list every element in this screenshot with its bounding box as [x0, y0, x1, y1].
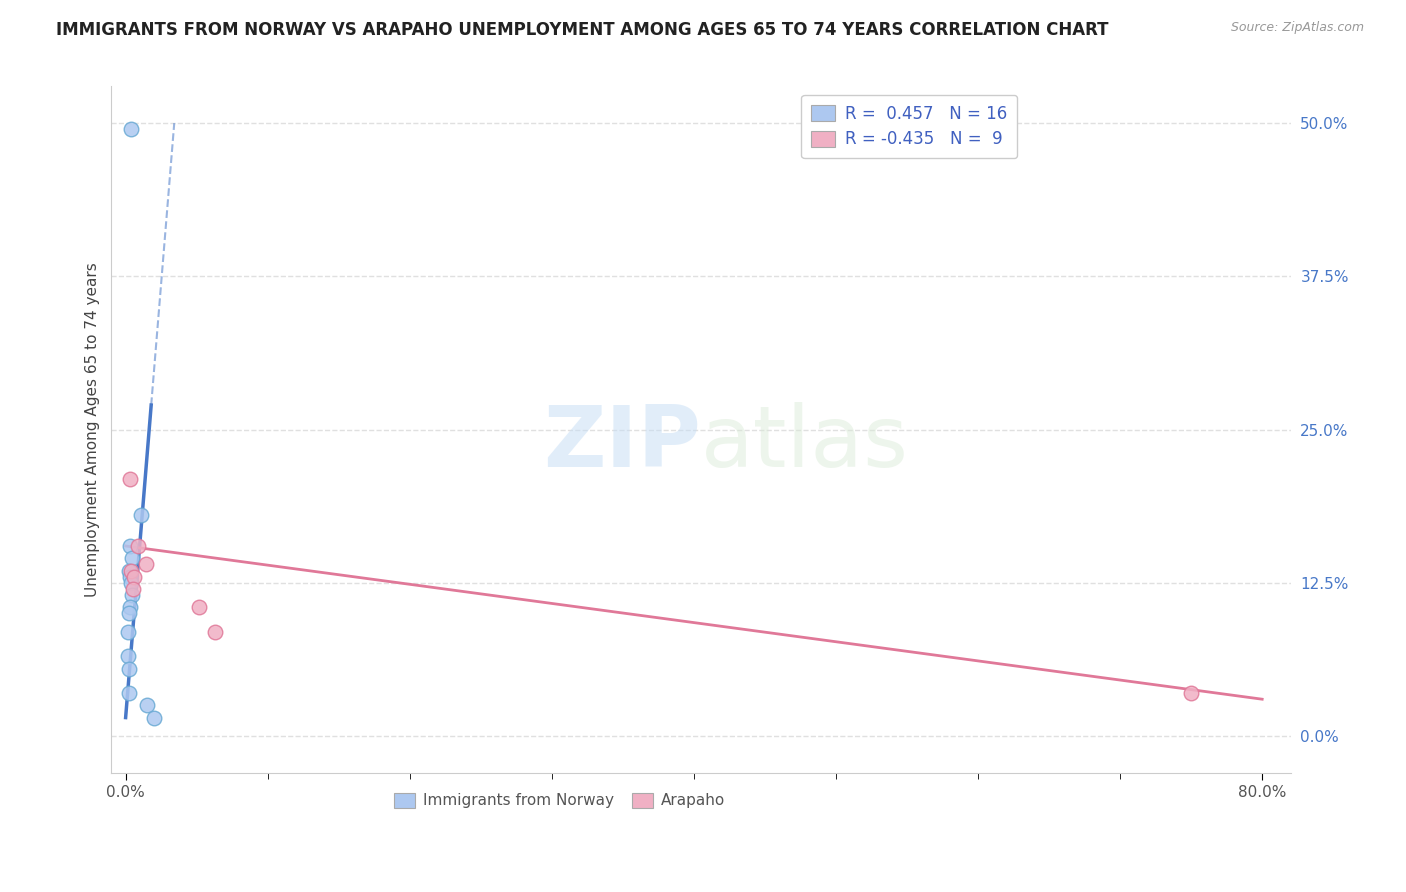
- Point: [129, 508, 152, 523]
- Text: atlas: atlas: [702, 401, 910, 484]
- Y-axis label: Unemployment Among Ages 65 to 74 years: Unemployment Among Ages 65 to 74 years: [86, 262, 100, 597]
- Point: [121, 551, 143, 566]
- Text: ZIP: ZIP: [543, 401, 702, 484]
- Point: [118, 564, 141, 578]
- Point: [118, 472, 141, 486]
- Point: [120, 569, 142, 583]
- Point: [188, 600, 211, 615]
- Point: [120, 575, 142, 590]
- Point: [118, 600, 141, 615]
- Point: [122, 569, 145, 583]
- Text: IMMIGRANTS FROM NORWAY VS ARAPAHO UNEMPLOYMENT AMONG AGES 65 TO 74 YEARS CORRELA: IMMIGRANTS FROM NORWAY VS ARAPAHO UNEMPL…: [56, 21, 1109, 39]
- Legend: Immigrants from Norway, Arapaho: Immigrants from Norway, Arapaho: [388, 787, 731, 814]
- Point: [117, 624, 139, 639]
- Point: [118, 662, 141, 676]
- Point: [120, 564, 142, 578]
- Point: [118, 539, 141, 553]
- Point: [120, 122, 142, 136]
- Point: [127, 539, 149, 553]
- Point: [121, 588, 143, 602]
- Point: [117, 649, 139, 664]
- Text: Source: ZipAtlas.com: Source: ZipAtlas.com: [1230, 21, 1364, 35]
- Point: [118, 686, 141, 700]
- Point: [136, 698, 159, 713]
- Point: [1180, 686, 1202, 700]
- Point: [204, 624, 226, 639]
- Point: [118, 607, 141, 621]
- Point: [143, 710, 166, 724]
- Point: [121, 582, 143, 596]
- Point: [134, 558, 156, 572]
